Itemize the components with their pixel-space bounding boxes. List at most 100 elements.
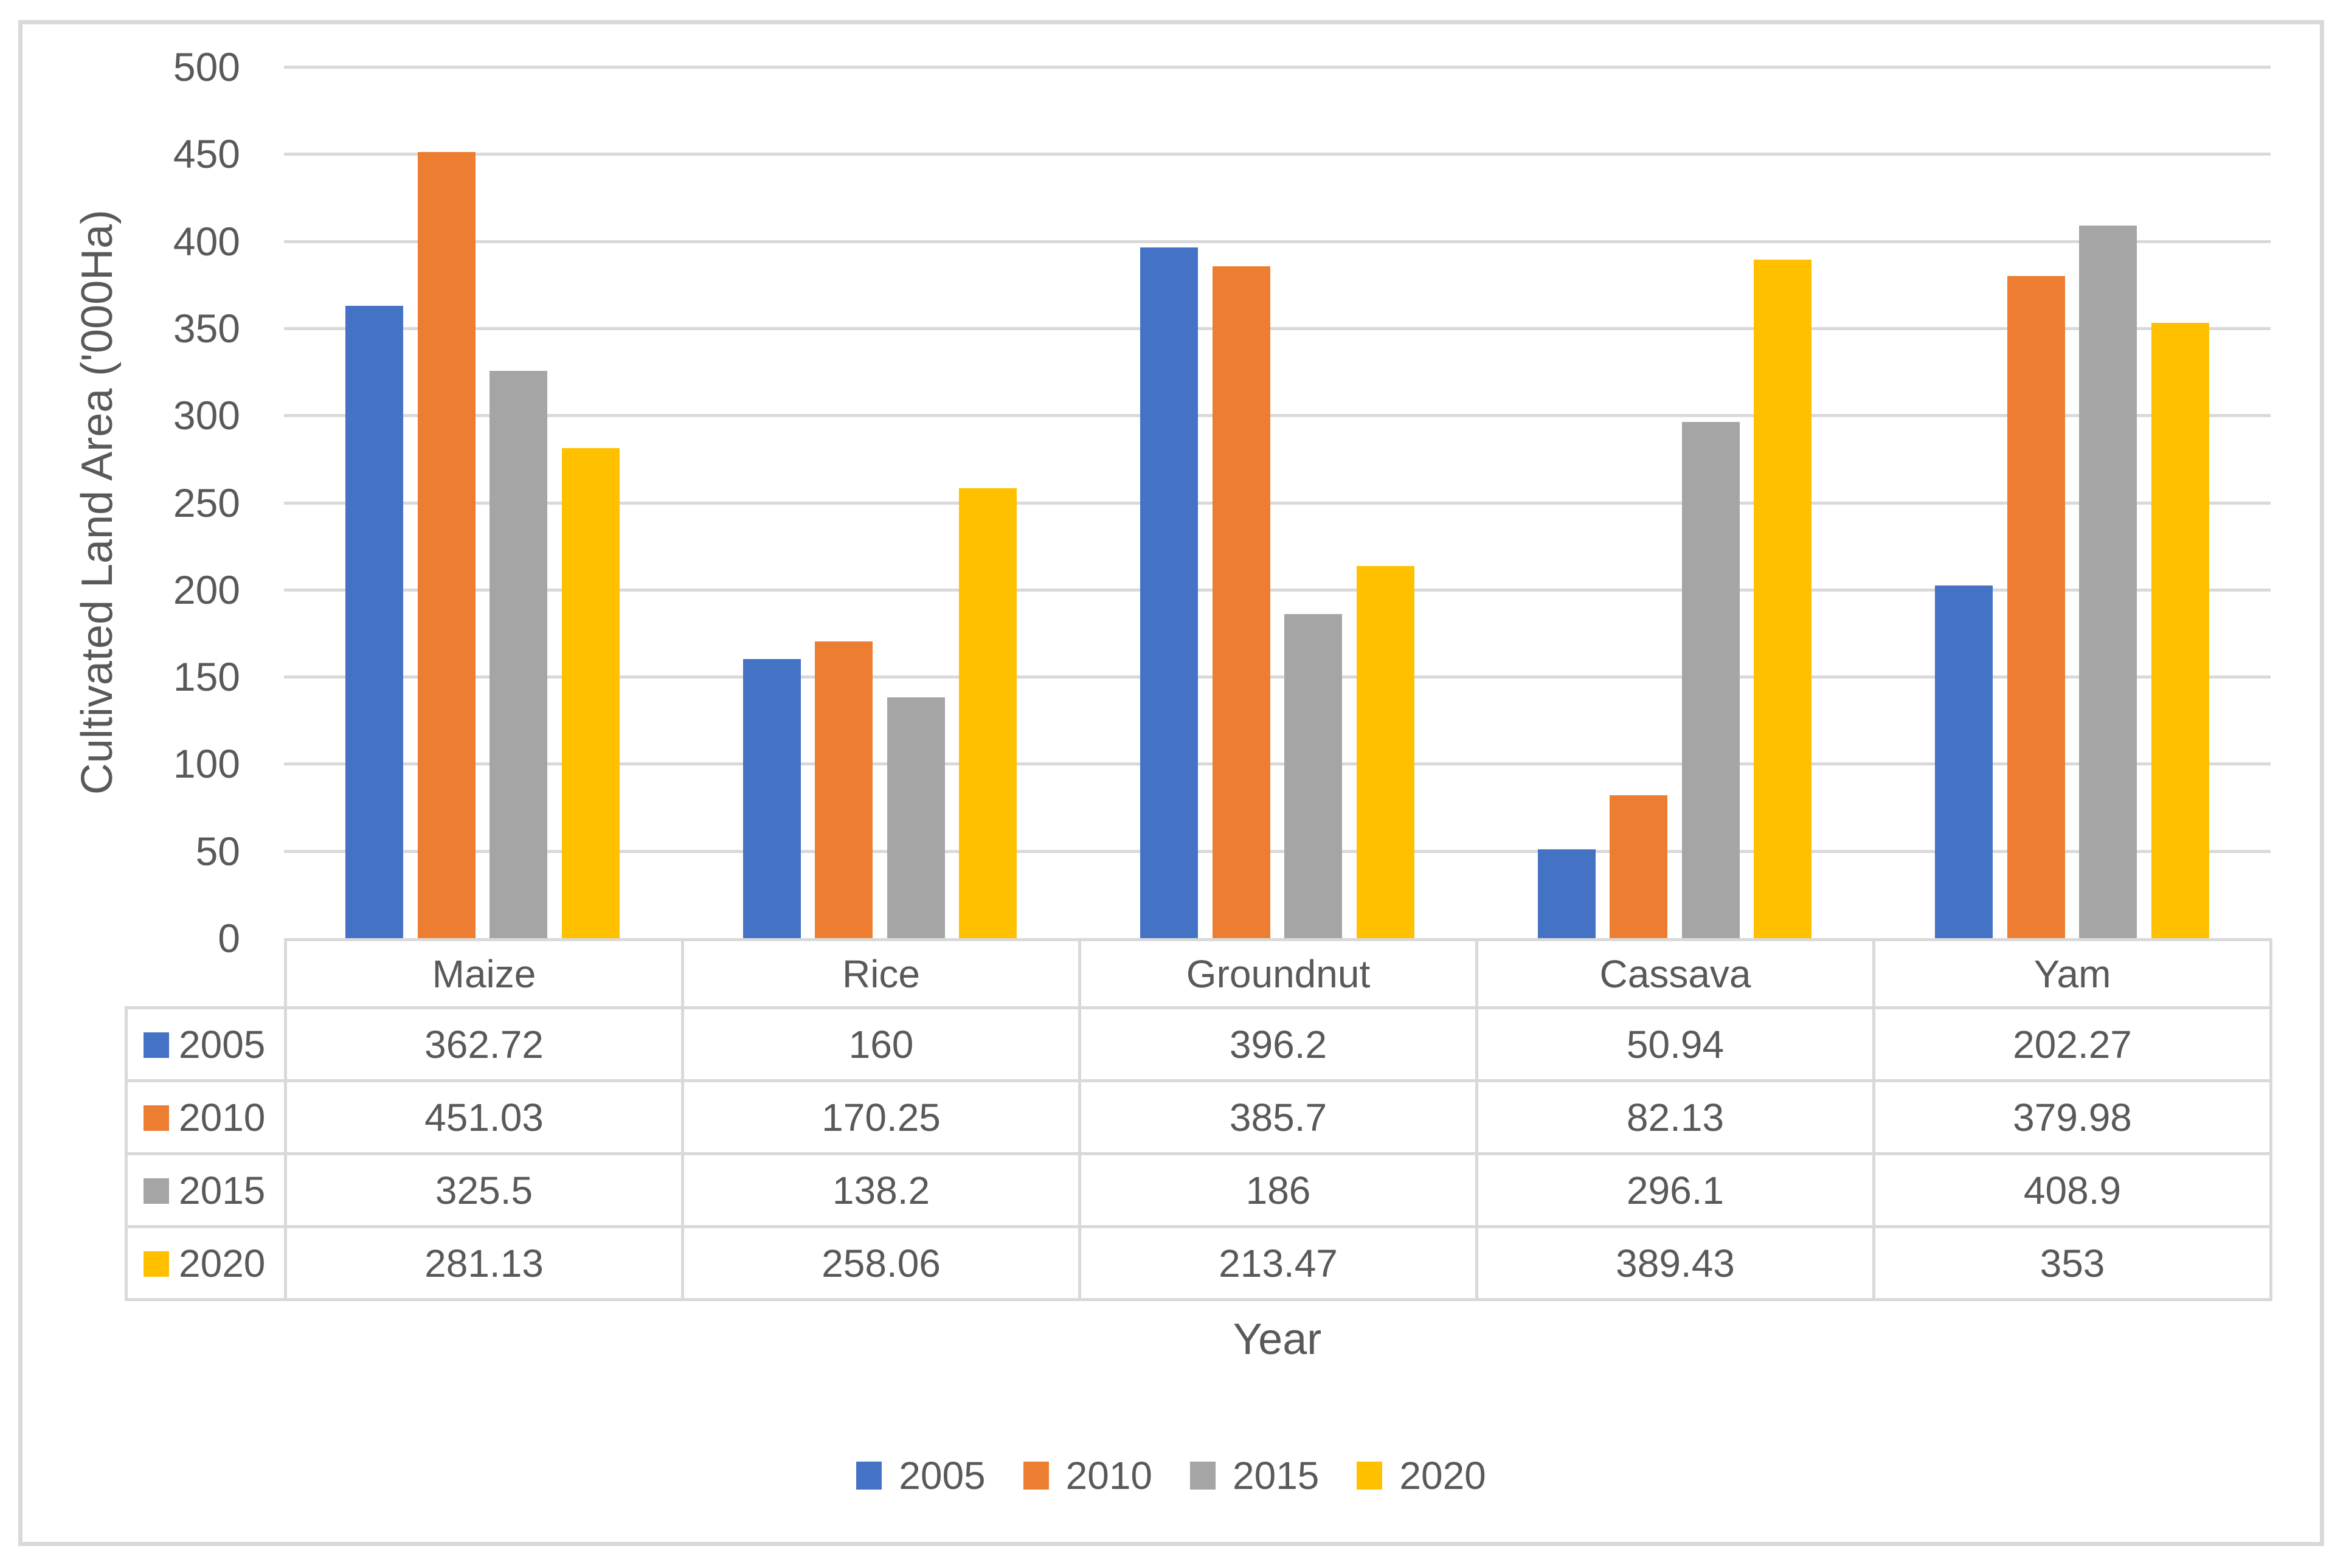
legend: 2005 2010 2015 2020	[18, 1454, 2324, 1497]
series-key-icon	[144, 1105, 169, 1131]
bar-2015-maize	[490, 371, 548, 938]
table-row: 2005 362.72 160 396.2 50.94 202.27	[125, 1006, 2272, 1082]
table-row: 2015 325.5 138.2 186 296.1 408.9	[125, 1152, 2272, 1228]
bar-2015-groundnut	[1284, 613, 1343, 938]
data-table: Maize Rice Groundnut Cassava Yam 2005 362.72 16…	[125, 938, 2272, 1301]
bar-2015-cassava	[1681, 422, 1740, 938]
y-tick-label: 100	[173, 741, 240, 787]
series-key-icon	[144, 1251, 169, 1277]
legend-item: 2005	[856, 1453, 986, 1498]
legend-label: 2020	[1399, 1454, 1486, 1497]
chart-frame-border	[18, 20, 2324, 1546]
bar-2015-yam	[2079, 226, 2137, 938]
bar-2020-groundnut	[1356, 566, 1414, 938]
gridline	[284, 675, 2271, 679]
table-year-label: 2005	[179, 1022, 266, 1066]
y-tick-label: 200	[173, 567, 240, 612]
legend-swatch-icon	[1023, 1462, 1049, 1490]
bar-2020-maize	[561, 448, 620, 938]
table-header-cell: Cassava	[1475, 938, 1875, 1009]
table-value-cell: 389.43	[1475, 1225, 1875, 1301]
legend-label: 2015	[1233, 1454, 1320, 1497]
bar-2015-rice	[887, 697, 945, 938]
table-value-cell: 281.13	[284, 1225, 684, 1301]
table-value-cell: 202.27	[1872, 1006, 2272, 1082]
table-value-cell: 82.13	[1475, 1079, 1875, 1155]
gridline	[284, 588, 2271, 592]
table-row: 2020 281.13 258.06 213.47 389.43 353	[125, 1225, 2272, 1301]
bar-2005-rice	[742, 659, 801, 938]
table-value-cell: 353	[1872, 1225, 2272, 1301]
y-tick-label: 50	[195, 828, 240, 874]
bar-2005-maize	[345, 306, 404, 938]
bar-2005-groundnut	[1140, 247, 1199, 938]
gridline	[284, 762, 2271, 766]
legend-item: 2010	[1023, 1453, 1152, 1498]
y-tick-label: 450	[173, 131, 240, 177]
table-value-cell: 408.9	[1872, 1152, 2272, 1228]
table-year-label: 2010	[179, 1095, 266, 1139]
table-value-cell: 379.98	[1872, 1079, 2272, 1155]
table-value-cell: 213.47	[1078, 1225, 1478, 1301]
table-value-cell: 50.94	[1475, 1006, 1875, 1082]
table-value-cell: 258.06	[681, 1225, 1081, 1301]
bar-2010-rice	[815, 641, 873, 938]
legend-item: 2020	[1357, 1453, 1486, 1498]
bar-2010-maize	[417, 152, 476, 938]
table-header-cell: Yam	[1872, 938, 2272, 1009]
legend-item: 2015	[1190, 1453, 1319, 1498]
gridline	[284, 849, 2271, 853]
bar-2020-rice	[959, 488, 1017, 938]
bar-2010-yam	[2007, 275, 2065, 938]
gridline	[284, 414, 2271, 418]
plot-area	[284, 66, 2271, 938]
gridline	[284, 326, 2271, 330]
series-key-icon	[144, 1178, 169, 1204]
bar-2005-yam	[1935, 585, 1993, 938]
table-year-label: 2015	[179, 1168, 266, 1212]
table-row: 2010 451.03 170.25 385.7 82.13 379.98	[125, 1079, 2272, 1155]
gridline	[284, 153, 2271, 156]
table-corner-cell	[126, 940, 286, 1008]
table-year-label: 2020	[179, 1241, 266, 1285]
table-header-cell: Rice	[681, 938, 1081, 1009]
gridline	[284, 501, 2271, 505]
table-year-cell: 2005	[125, 1006, 287, 1082]
table-value-cell: 138.2	[681, 1152, 1081, 1228]
table-value-cell: 325.5	[284, 1152, 684, 1228]
table-value-cell: 296.1	[1475, 1152, 1875, 1228]
legend-swatch-icon	[856, 1462, 882, 1490]
table-value-cell: 170.25	[681, 1079, 1081, 1155]
table-header-cell: Maize	[284, 938, 684, 1009]
x-axis-title: Year	[1233, 1315, 1322, 1364]
bar-2005-cassava	[1537, 849, 1596, 938]
y-tick-label: 0	[218, 916, 240, 961]
bar-2010-cassava	[1610, 795, 1668, 938]
table-value-cell: 396.2	[1078, 1006, 1478, 1082]
table-year-cell: 2020	[125, 1225, 287, 1301]
table-year-cell: 2015	[125, 1152, 287, 1228]
legend-label: 2010	[1065, 1454, 1152, 1497]
legend-label: 2005	[899, 1454, 986, 1497]
y-tick-label: 400	[173, 218, 240, 264]
table-value-cell: 362.72	[284, 1006, 684, 1082]
y-tick-label: 350	[173, 305, 240, 351]
bar-2020-cassava	[1754, 259, 1812, 938]
legend-swatch-icon	[1190, 1462, 1216, 1490]
series-key-icon	[144, 1032, 169, 1058]
table-header-cell: Groundnut	[1078, 938, 1478, 1009]
table-value-cell: 160	[681, 1006, 1081, 1082]
y-tick-label: 500	[173, 44, 240, 89]
gridline	[284, 240, 2271, 243]
bar-2010-groundnut	[1212, 266, 1270, 938]
y-tick-label: 250	[173, 480, 240, 525]
table-value-cell: 385.7	[1078, 1079, 1478, 1155]
gridline	[284, 66, 2271, 69]
table-value-cell: 451.03	[284, 1079, 684, 1155]
table-value-cell: 186	[1078, 1152, 1478, 1228]
y-tick-label: 300	[173, 393, 240, 438]
table-year-cell: 2010	[125, 1079, 287, 1155]
y-tick-label: 150	[173, 654, 240, 700]
bar-2020-yam	[2151, 323, 2209, 938]
